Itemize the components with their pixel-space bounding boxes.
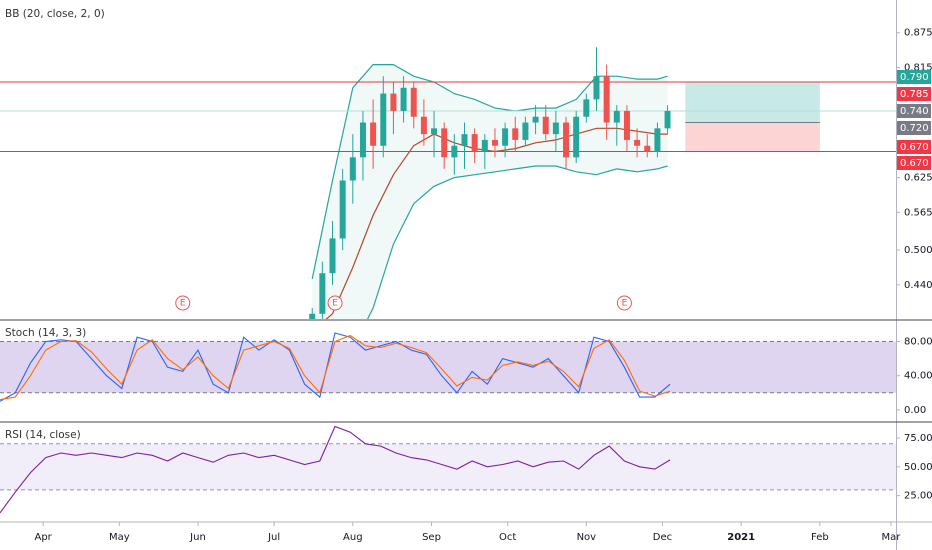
candle-body (613, 110, 620, 123)
candle-body (502, 128, 509, 146)
price-tag (897, 104, 931, 118)
price-tag-label: 0.670 (900, 158, 929, 169)
x-tick-label: Dec (653, 532, 672, 543)
event-label: E (332, 299, 338, 309)
candle-body (532, 116, 539, 123)
band-fill (0, 341, 896, 393)
candle-body (400, 87, 407, 111)
candle-body (552, 122, 559, 135)
y-tick-label: 0.500 (904, 245, 932, 256)
event-label: E (180, 299, 186, 309)
event-marker (616, 295, 632, 311)
price-tag (897, 140, 931, 154)
y-tick-label: 0.565 (904, 207, 932, 218)
candle-body (359, 122, 366, 158)
pane-title: RSI (14, close) (5, 429, 81, 441)
candle-body (522, 122, 529, 140)
price-tag-label: 0.790 (900, 72, 929, 83)
y-tick-label: 0.440 (904, 280, 932, 291)
x-tick-label: May (109, 532, 130, 543)
x-tick-label: 2021 (727, 532, 755, 543)
event-label: E (622, 299, 628, 309)
x-tick-label: Apr (34, 532, 52, 543)
candle-body (309, 313, 316, 319)
y-tick-label: 25.00 (904, 491, 932, 502)
candle-body (664, 110, 671, 129)
x-tick-label: Sep (422, 532, 441, 543)
x-tick-label: Mar (881, 532, 901, 543)
candle-body (349, 157, 356, 181)
price-tag (897, 70, 931, 84)
x-tick-label: Oct (499, 532, 516, 543)
price-tag (897, 87, 931, 101)
candle-body (471, 134, 478, 152)
price-tag (897, 121, 931, 135)
candle-body (410, 87, 417, 117)
price-tag-label: 0.720 (900, 123, 929, 134)
event-marker (327, 295, 343, 311)
candle-body (431, 128, 438, 135)
candle-body (512, 128, 519, 140)
candle-body (339, 180, 346, 239)
y-tick-label: 40.00 (904, 371, 932, 382)
x-tick-label: Jun (189, 532, 206, 543)
candle-body (634, 139, 641, 146)
candle-body (603, 76, 610, 123)
pane-title: Stoch (14, 3, 3) (5, 327, 86, 339)
x-tick-label: Jul (267, 532, 280, 543)
candle-body (380, 93, 387, 146)
y-tick-label: 75.00 (904, 433, 932, 444)
candle-body (390, 93, 397, 111)
candle-body (654, 128, 661, 152)
candle-body (644, 145, 651, 152)
y-tick-label: 0.00 (904, 405, 926, 416)
event-marker (175, 295, 191, 311)
x-tick-label: Feb (811, 532, 829, 543)
stoch-pane: Stoch (14, 3, 3) (0, 327, 896, 402)
bb-lower (366, 165, 668, 319)
position-loss (685, 122, 820, 152)
candle-body (329, 238, 336, 274)
candle-body (461, 134, 468, 146)
candle-body (542, 116, 549, 135)
y-tick-label: 80.00 (904, 337, 932, 348)
price-tag-label: 0.740 (900, 106, 929, 117)
candle-body (491, 139, 498, 146)
y-tick-label: 0.875 (904, 28, 932, 39)
candle-body (623, 110, 630, 140)
y-tick-label: 0.625 (904, 173, 932, 184)
indicator-line (0, 334, 671, 401)
indicator-line (0, 425, 671, 514)
price-pane: BB (20, close, 2, 0) E E E (0, 8, 896, 319)
indicator-line (0, 332, 671, 402)
bb-upper (311, 63, 668, 280)
pane-title: BB (20, close, 2, 0) (5, 8, 105, 20)
x-tick-label: Aug (343, 532, 363, 543)
candle-body (593, 76, 600, 100)
rsi-pane: RSI (14, close) (0, 425, 896, 514)
candle-body (420, 116, 427, 135)
candle-body (319, 273, 326, 314)
candle-body (583, 99, 590, 117)
y-tick-label: 50.00 (904, 462, 932, 473)
candle-body (441, 128, 448, 158)
candle-body (451, 145, 458, 158)
y-tick-label: 0.815 (904, 62, 932, 73)
price-tag (897, 156, 931, 170)
position-profit (685, 81, 820, 123)
candle-body (563, 122, 570, 158)
price-tag-label: 0.785 (900, 89, 929, 100)
x-tick-label: Nov (577, 532, 597, 543)
candle-body (573, 116, 580, 158)
candle-body (370, 122, 377, 146)
price-tag-label: 0.670 (900, 142, 929, 153)
candle-body (481, 139, 488, 152)
